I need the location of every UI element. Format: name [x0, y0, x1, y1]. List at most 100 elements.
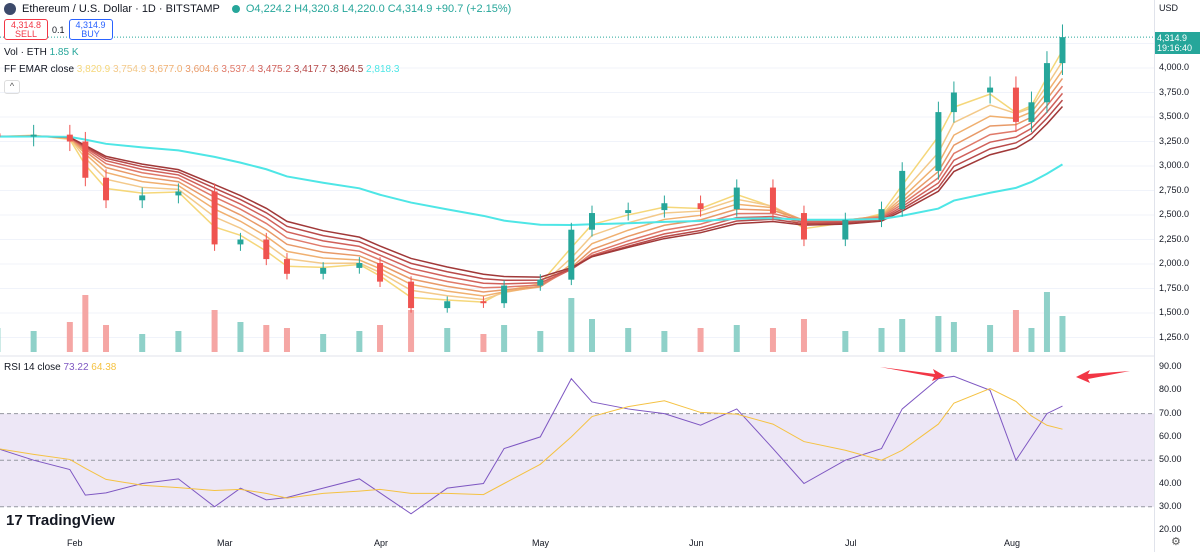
volume-bar: [82, 295, 89, 352]
ema-line: [0, 135, 1063, 227]
settings-gear-icon[interactable]: ⚙: [1171, 536, 1181, 548]
x-tick: Jun: [689, 538, 704, 548]
volume-bar: [263, 325, 270, 352]
volume-bar: [320, 334, 327, 352]
buy-price: 4,314.9: [75, 20, 106, 30]
ethereum-logo-icon: [4, 3, 16, 15]
volume-bar: [899, 319, 906, 352]
close-value: C4,314.9: [387, 3, 433, 15]
low-value: L4,220.0: [341, 3, 385, 15]
x-tick: Mar: [217, 538, 233, 548]
ema-value: 3,820.9: [76, 64, 113, 75]
buy-label: BUY: [81, 29, 100, 39]
rsi-tick: 60.00: [1159, 430, 1182, 441]
candle-body: [408, 281, 415, 309]
candle-body: [263, 239, 270, 260]
price-tick: 1,500.0: [1159, 307, 1190, 317]
candle-body: [878, 209, 885, 220]
price-axis[interactable]: USD 4,314.9 19:16:40 4,000.0 3,750.0 3,500.…: [1154, 0, 1200, 552]
candle-body: [697, 203, 704, 210]
price-tick: 1,250.0: [1159, 331, 1190, 342]
candle-body: [1043, 63, 1050, 103]
symbol-title[interactable]: Ethereum / U.S. Dollar · 1D · BITSTAMP: [22, 3, 220, 15]
volume-bar: [769, 328, 776, 352]
volume-bar: [1028, 328, 1035, 352]
price-tick: 4,000.0: [1159, 62, 1190, 72]
candle-body: [501, 285, 508, 304]
x-tick: Feb: [67, 538, 83, 548]
volume-bar: [935, 316, 942, 352]
candle-body: [589, 213, 595, 230]
tv-logo-icon: 17: [6, 512, 23, 529]
candle-body: [211, 191, 218, 245]
annotation-arrow: [880, 367, 945, 381]
ema-label: FF EMAR close: [4, 64, 75, 75]
ema-legend[interactable]: FF EMAR close 3,820.9 3,754.9 3,677.0 3,…: [4, 64, 399, 75]
ema-value: 3,754.9: [112, 64, 150, 75]
candle-body: [66, 134, 73, 142]
price-tick: 3,750.0: [1159, 86, 1190, 97]
volume-bar: [950, 322, 957, 352]
volume-bar: [568, 298, 575, 352]
price-tick: 2,000.0: [1159, 258, 1190, 268]
candle-body: [139, 195, 146, 201]
price-tick: 2,750.0: [1159, 184, 1190, 195]
rsi-tick: 20.00: [1159, 524, 1182, 535]
candle-body: [733, 187, 740, 210]
last-price: 4,314.9: [1157, 33, 1188, 43]
ema-value: 3,677.0: [149, 64, 186, 75]
price-tick: 2,500.0: [1159, 209, 1190, 219]
price-tick: 3,250.0: [1159, 135, 1190, 146]
rsi-label: RSI 14 close: [4, 362, 61, 373]
candle-body: [661, 203, 668, 211]
rsi-ma-line: [0, 388, 1063, 499]
volume-legend[interactable]: Vol · ETH 1.85 K: [4, 47, 79, 58]
candle-body: [1059, 37, 1066, 64]
candle-body: [935, 112, 942, 171]
volume-bar: [501, 325, 508, 352]
tradingview-logo[interactable]: 17 TradingView: [6, 512, 115, 529]
volume-bar: [1012, 310, 1019, 352]
volume-value: 1.85 K: [49, 47, 79, 58]
ema-value: 2,818.3: [366, 64, 400, 75]
ema-value: 3,604.6: [185, 64, 222, 75]
price-tick: 3,000.0: [1159, 160, 1190, 170]
candle-body: [1012, 87, 1019, 122]
candle-body: [950, 92, 957, 113]
volume-bar: [878, 328, 885, 352]
buy-button[interactable]: 4,314.9 BUY: [68, 19, 113, 40]
volume-bar: [444, 328, 451, 352]
volume-bar: [697, 328, 704, 352]
last-price-tag: 4,314.9 19:16:40: [1155, 32, 1200, 54]
candle-body: [537, 279, 544, 286]
sell-label: SELL: [14, 29, 38, 39]
price-tick: 1,750.0: [1159, 282, 1190, 293]
volume-bar: [175, 331, 182, 352]
candle-body: [899, 170, 906, 210]
change-value: +90.7 (+2.15%): [435, 3, 512, 15]
candle-body: [1028, 102, 1035, 122]
volume-bar: [103, 325, 110, 352]
volume-bar: [537, 331, 544, 352]
volume-bar: [589, 319, 595, 352]
rsi-tick: 50.00: [1159, 454, 1182, 465]
sell-button[interactable]: 4,314.8 SELL: [4, 19, 48, 40]
volume-bar: [283, 328, 290, 352]
volume-bar: [66, 322, 73, 352]
candle-body: [480, 301, 487, 304]
volume-bar: [356, 331, 363, 352]
rsi-legend[interactable]: RSI 14 close 73.22 64.38: [4, 362, 116, 373]
candle-body: [103, 177, 110, 201]
currency-selector[interactable]: USD: [1159, 3, 1179, 13]
market-open-icon: [231, 5, 240, 13]
collapse-legend-button[interactable]: ^: [4, 80, 20, 94]
volume-bar: [625, 328, 632, 352]
price-chart[interactable]: [0, 0, 1154, 552]
high-value: H4,320.8: [294, 3, 339, 15]
price-tick: 2,250.0: [1159, 233, 1190, 244]
volume-bar: [377, 325, 384, 352]
candle-body: [237, 239, 244, 245]
rsi-tick: 90.00: [1159, 361, 1182, 371]
volume-bar: [237, 322, 244, 352]
volume-bar: [139, 334, 146, 352]
